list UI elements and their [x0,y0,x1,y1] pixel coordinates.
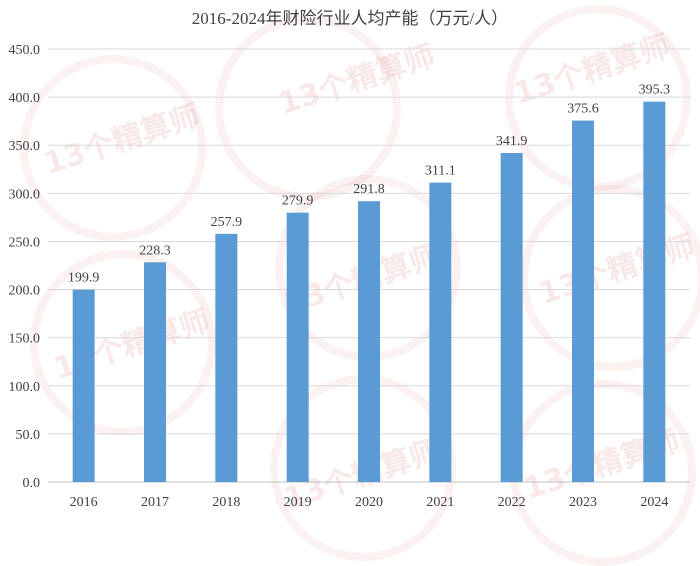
y-tick-label: 0.0 [23,476,41,491]
data-labels: 199.9 228.3 257.9 279.9 291.8 311.1 341.9 375.6… [68,83,670,286]
data-label-2019: 279.9 [282,194,314,209]
x-tick-label: 2024 [640,495,668,510]
y-tick-label: 250.0 [9,235,41,250]
data-label-2021: 311.1 [425,164,456,179]
y-tick-label: 300.0 [9,187,41,202]
data-label-2023: 375.6 [567,102,599,117]
data-label-2020: 291.8 [353,182,385,197]
y-tick-label: 350.0 [9,139,41,154]
x-tick-label: 2018 [212,495,240,510]
bars [72,101,666,483]
bar-2024 [643,101,666,483]
data-label-2017: 228.3 [139,243,171,258]
x-tick-label: 2019 [284,495,312,510]
x-tick-label: 2017 [141,495,169,510]
bar-2017 [144,262,166,482]
bar-chart: 2016-2024年财险行业人均产能（万元/人） 0.0 50.0 100.0 150… [9,9,690,510]
y-tick-label: 450.0 [9,43,41,58]
y-tick-label: 50.0 [16,428,41,443]
y-tick-label: 200.0 [9,284,41,299]
data-label-2016: 199.9 [68,271,100,286]
chart-title: 2016-2024年财险行业人均产能（万元/人） [192,9,508,28]
x-tick-label: 2023 [569,495,597,510]
bar-2023 [572,120,594,483]
data-label-2018: 257.9 [211,215,243,230]
y-axis: 0.0 50.0 100.0 150.0 200.0 250.0 300.0 350.0 400… [9,43,41,491]
x-tick-label: 2020 [355,495,383,510]
x-tick-label: 2016 [70,495,98,510]
bar-2019 [286,212,309,482]
bar-2021 [429,182,452,483]
data-label-2024: 395.3 [639,83,671,98]
y-tick-label: 150.0 [9,332,41,347]
chart-container: 13个精算师 13个精算师 13个精算师 13个精算师 13个精算师 13个精算… [9,5,700,566]
y-tick-label: 100.0 [9,380,41,395]
bar-2018 [215,233,238,482]
y-tick-label: 400.0 [9,91,41,106]
bar-2022 [500,153,523,482]
x-tick-label: 2021 [426,495,454,510]
bar-2016 [72,289,95,482]
x-axis: 2016 2017 2018 2019 2020 2021 2022 2023 2024 [70,495,669,510]
x-tick-label: 2022 [498,495,526,510]
bar-2020 [358,201,380,482]
data-label-2022: 341.9 [496,134,528,149]
